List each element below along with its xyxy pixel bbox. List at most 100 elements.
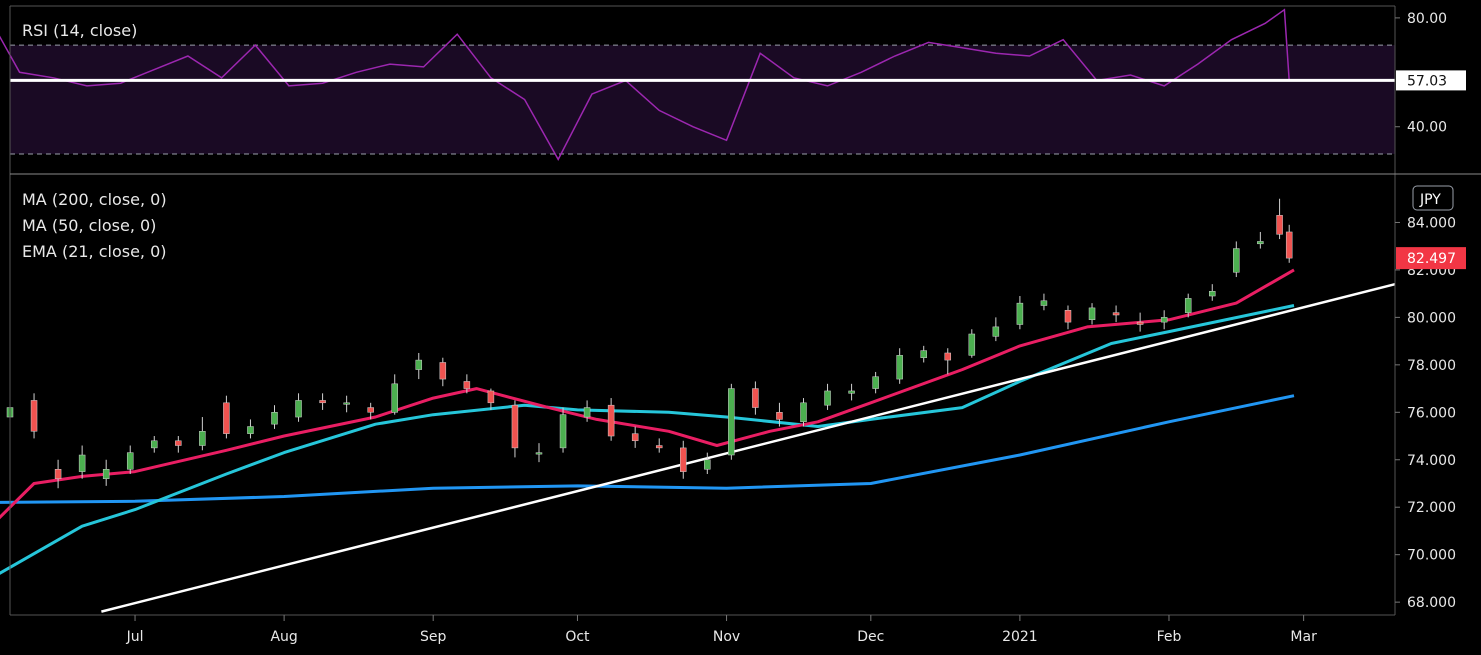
candle-body bbox=[295, 400, 302, 418]
rsi-band-fill bbox=[10, 45, 1395, 154]
time-axis-tick-label: 2021 bbox=[1002, 629, 1038, 645]
series-line-2 bbox=[0, 268, 1295, 520]
candle-body bbox=[223, 402, 230, 434]
candle bbox=[487, 388, 495, 410]
candle bbox=[151, 436, 158, 453]
candle-body bbox=[102, 468, 110, 479]
candle-body bbox=[1112, 312, 1120, 316]
currency-badge[interactable]: JPY bbox=[1412, 185, 1454, 211]
candle bbox=[631, 426, 639, 448]
candle bbox=[559, 407, 567, 453]
series-line-0 bbox=[0, 394, 1295, 504]
price-axis-tick-label: 76.000 bbox=[1407, 405, 1456, 421]
price-axis[interactable]: 84.00082.00080.00078.00076.00074.00072.0… bbox=[1395, 215, 1456, 611]
price-axis-tick-label: 70.000 bbox=[1407, 548, 1456, 564]
candle-body bbox=[463, 381, 471, 389]
candle-body bbox=[487, 390, 495, 404]
price-axis-tick-label: 84.000 bbox=[1407, 215, 1456, 231]
candle-body bbox=[199, 431, 206, 446]
candle bbox=[992, 317, 1000, 342]
trendline[interactable] bbox=[101, 282, 1396, 613]
candle bbox=[343, 395, 350, 413]
candle-body bbox=[391, 383, 398, 413]
candle bbox=[728, 383, 735, 460]
time-axis-tick-label: Oct bbox=[565, 629, 590, 645]
rsi-indicator-label[interactable]: RSI (14, close) bbox=[22, 21, 137, 40]
candle-body bbox=[319, 400, 326, 404]
candle bbox=[391, 374, 398, 415]
candle-body bbox=[944, 352, 952, 361]
candle bbox=[295, 393, 302, 422]
currency-badge-label: JPY bbox=[1419, 192, 1441, 208]
candle-body bbox=[1064, 310, 1072, 323]
candle-body bbox=[30, 400, 38, 432]
candle bbox=[54, 459, 62, 489]
price-legend: MA (200, close, 0) MA (50, close, 0) EMA… bbox=[22, 190, 167, 261]
rsi-price-axis[interactable]: 80.00 40.00 bbox=[1395, 11, 1447, 136]
legend-ma-200[interactable]: MA (200, close, 0) bbox=[22, 190, 167, 209]
candle bbox=[126, 445, 134, 474]
candle bbox=[968, 329, 976, 358]
candle-body bbox=[776, 412, 783, 420]
candle-body bbox=[1209, 291, 1216, 297]
candle bbox=[271, 405, 278, 429]
candle bbox=[1064, 305, 1072, 330]
time-axis-tick-label: Sep bbox=[420, 629, 447, 645]
time-axis-tick-label: Mar bbox=[1290, 629, 1317, 645]
candle bbox=[944, 348, 952, 375]
candle-body bbox=[824, 390, 831, 406]
time-axis-tick-label: Aug bbox=[270, 629, 297, 645]
candle-body bbox=[680, 447, 687, 472]
candle-body bbox=[848, 390, 855, 394]
candle bbox=[367, 402, 374, 420]
candle bbox=[415, 352, 423, 380]
candle-body bbox=[1136, 321, 1144, 325]
candle-body bbox=[1276, 215, 1283, 235]
candle-body bbox=[752, 388, 759, 408]
candle-body bbox=[535, 452, 543, 455]
candle-body bbox=[728, 388, 735, 456]
candle bbox=[752, 381, 759, 415]
price-pane[interactable]: MA (200, close, 0) MA (50, close, 0) EMA… bbox=[0, 190, 1396, 613]
candle bbox=[1285, 224, 1293, 263]
price-axis-tick-label: 78.000 bbox=[1407, 358, 1456, 374]
candle-body bbox=[872, 376, 879, 389]
price-axis-tick-label: 72.000 bbox=[1407, 500, 1456, 516]
time-axis-tick-label: Nov bbox=[713, 629, 740, 645]
candle bbox=[1233, 241, 1240, 278]
rsi-last-value-label: 57.03 bbox=[1407, 73, 1447, 89]
candle-body bbox=[968, 333, 976, 356]
rsi-last-value-tag: 57.03 bbox=[1396, 70, 1466, 91]
candle-body bbox=[439, 362, 447, 380]
legend-ma-50[interactable]: MA (50, close, 0) bbox=[22, 216, 156, 235]
rsi-line bbox=[0, 8, 1290, 161]
price-axis-tick-label: 74.000 bbox=[1407, 453, 1456, 469]
candle-body bbox=[1285, 231, 1293, 259]
candle bbox=[30, 393, 38, 439]
candle bbox=[872, 371, 879, 394]
price-axis-tick-label: 68.000 bbox=[1407, 595, 1456, 611]
candle bbox=[848, 383, 855, 401]
candle-body bbox=[896, 355, 903, 380]
candle bbox=[1112, 305, 1120, 323]
candle bbox=[655, 438, 663, 453]
candle-body bbox=[343, 402, 350, 405]
legend-ema-21[interactable]: EMA (21, close, 0) bbox=[22, 242, 167, 261]
candle bbox=[1257, 231, 1264, 249]
time-axis[interactable]: Jul Aug Sep Oct Nov Dec 2021 Feb Mar bbox=[126, 615, 1317, 645]
time-axis-tick-label: Feb bbox=[1157, 629, 1182, 645]
candle bbox=[535, 443, 543, 463]
candle bbox=[247, 419, 254, 439]
candle bbox=[102, 459, 110, 486]
candle-body bbox=[559, 414, 567, 449]
candle-body bbox=[367, 407, 374, 413]
rsi-pane[interactable]: RSI (14, close) bbox=[0, 8, 1395, 161]
candle-body bbox=[78, 454, 86, 472]
candle bbox=[1136, 312, 1144, 332]
candle bbox=[920, 345, 927, 363]
candle-body bbox=[511, 404, 519, 449]
candle bbox=[800, 398, 807, 427]
candle bbox=[439, 357, 447, 387]
rsi-axis-tick-label: 40.00 bbox=[1407, 120, 1447, 136]
candle bbox=[463, 374, 471, 394]
